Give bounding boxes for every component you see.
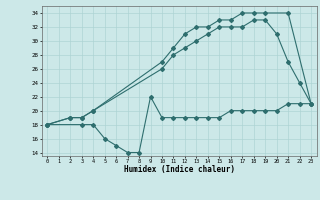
X-axis label: Humidex (Indice chaleur): Humidex (Indice chaleur) [124, 165, 235, 174]
